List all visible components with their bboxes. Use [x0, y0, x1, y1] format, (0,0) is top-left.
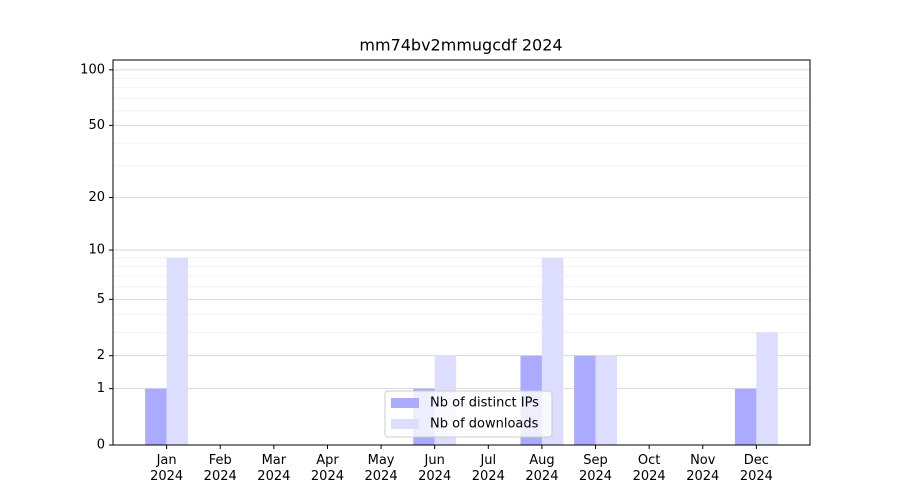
bar [756, 332, 778, 445]
legend-label: Nb of distinct IPs [430, 396, 539, 411]
bar [166, 257, 189, 445]
chart-title: mm74bv2mmugcdf 2024 [359, 36, 562, 55]
bar [734, 388, 757, 445]
x-tick-label: Mar 2024 [257, 453, 291, 484]
x-tick-label: Aug 2024 [525, 453, 559, 484]
bar [145, 388, 167, 445]
y-tick-label: 10 [88, 243, 105, 258]
bar [595, 355, 617, 445]
x-tick-label: May 2024 [364, 453, 398, 484]
legend-swatch [391, 419, 419, 429]
x-tick-label: Apr 2024 [310, 453, 344, 484]
x-tick-label: Jan 2024 [150, 453, 184, 484]
x-tick-label: Dec 2024 [739, 453, 773, 484]
legend-box [384, 390, 553, 438]
x-tick-label: Feb 2024 [203, 453, 237, 484]
y-tick-label: 20 [88, 190, 105, 205]
x-tick-label: Jul 2024 [471, 453, 505, 484]
y-tick-label: 50 [88, 118, 105, 133]
x-tick-label: Nov 2024 [686, 453, 720, 484]
y-tick-label: 100 [80, 62, 105, 77]
y-tick-label: 5 [97, 292, 105, 307]
y-tick-label: 2 [97, 348, 105, 363]
y-tick-label: 1 [97, 381, 105, 396]
legend-label: Nb of downloads [430, 417, 539, 432]
y-tick-label: 0 [97, 438, 105, 453]
plot-frame [112, 59, 811, 446]
legend-swatch [391, 398, 419, 408]
bar [574, 355, 596, 445]
legend: Nb of distinct IPs Nb of downloads [384, 390, 553, 438]
x-tick-label: Jun 2024 [418, 453, 452, 484]
x-tick-label: Sep 2024 [578, 453, 613, 484]
x-tick-label: Oct 2024 [632, 453, 666, 484]
